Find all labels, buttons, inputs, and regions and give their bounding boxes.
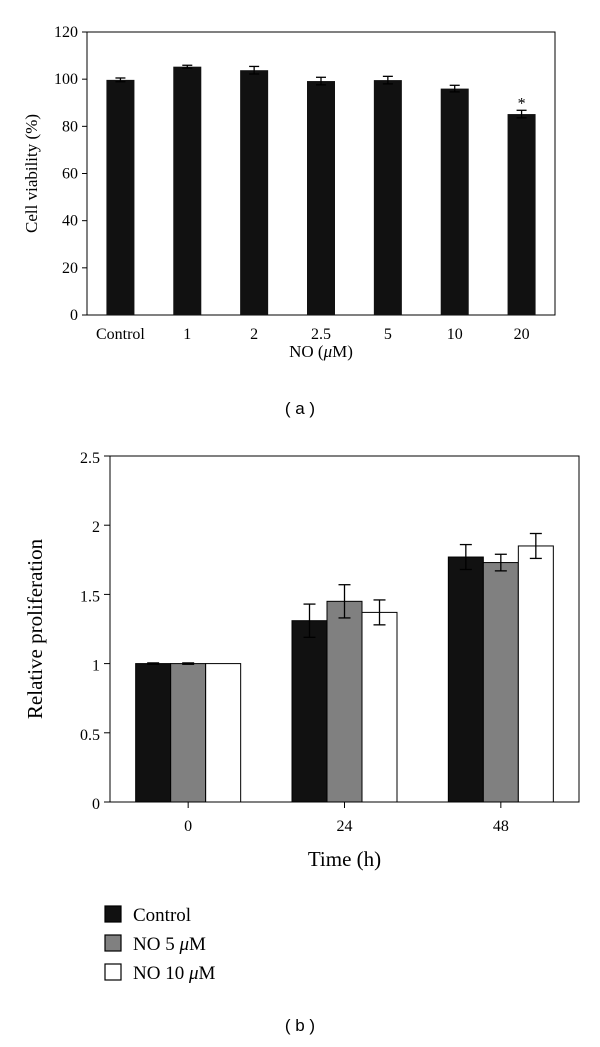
panel-label-a: ( a ) bbox=[285, 399, 315, 418]
legend-label-mu: μ bbox=[188, 963, 199, 984]
bar bbox=[507, 114, 536, 315]
y-axis-title: Cell viability (%) bbox=[22, 114, 41, 233]
y-tick-label: 100 bbox=[54, 71, 78, 88]
error-bar bbox=[494, 553, 507, 572]
bar bbox=[240, 70, 269, 315]
y-axis-title: Relative proliferation bbox=[23, 538, 47, 719]
bar bbox=[326, 600, 363, 803]
legend-label: Control bbox=[133, 905, 191, 926]
legend-item: NO 10 μM bbox=[104, 963, 216, 984]
error-bar bbox=[516, 109, 527, 119]
x-tick-label: 24 bbox=[337, 818, 353, 835]
legend-label: NO 10 μM bbox=[133, 963, 216, 984]
error-bar bbox=[316, 76, 326, 86]
x-tick-label: Control bbox=[96, 326, 145, 343]
y-tick-label: 1 bbox=[92, 658, 100, 675]
bar bbox=[361, 611, 398, 803]
error-bar bbox=[182, 662, 195, 665]
significance-marker: * bbox=[518, 95, 526, 112]
bar bbox=[173, 66, 202, 315]
legend-swatch bbox=[104, 934, 122, 952]
legend-swatch bbox=[104, 963, 122, 981]
x-tick-label: 20 bbox=[514, 326, 530, 343]
x-axis-title-mu: μ bbox=[323, 342, 333, 361]
y-tick-label: 0 bbox=[70, 307, 78, 324]
x-tick-label: 5 bbox=[384, 326, 392, 343]
error-bar bbox=[249, 65, 260, 75]
legend-label-prefix: Control bbox=[133, 905, 191, 926]
bar bbox=[135, 663, 172, 803]
panel-label-b: ( b ) bbox=[285, 1016, 315, 1035]
error-bar bbox=[449, 84, 460, 93]
error-bar bbox=[303, 603, 316, 638]
error-bar bbox=[115, 77, 126, 83]
error-bar bbox=[529, 532, 542, 560]
legend-label-suffix: M bbox=[189, 934, 206, 955]
y-tick-label: 20 bbox=[62, 260, 78, 277]
legend-label: NO 5 μM bbox=[133, 934, 206, 955]
legend-item: NO 5 μM bbox=[104, 934, 206, 955]
bar bbox=[205, 663, 242, 803]
y-tick-label: 120 bbox=[54, 24, 78, 41]
bar bbox=[373, 80, 402, 315]
y-tick-label: 1.5 bbox=[80, 588, 100, 605]
error-bar bbox=[147, 662, 160, 665]
x-tick-label: 48 bbox=[493, 818, 509, 835]
chart-relative-proliferation: 0 0.5 1 1.5 2 2.5 0 24 48 Relative proliferation T… bbox=[23, 450, 580, 871]
error-bar bbox=[373, 599, 386, 626]
x-axis-title-suffix: M) bbox=[332, 342, 353, 361]
legend-swatch bbox=[104, 905, 122, 923]
bar bbox=[440, 88, 469, 315]
bar bbox=[447, 556, 484, 803]
y-tick-label: 60 bbox=[62, 166, 78, 183]
error-bar bbox=[459, 543, 472, 571]
x-tick-label: 2 bbox=[250, 326, 258, 343]
chart-cell-viability: 0 20 40 60 80 100 120 Control 1 2 2.5 5 10 20 * Cell vi… bbox=[22, 24, 556, 361]
x-axis-title: Time (h) bbox=[308, 847, 381, 871]
x-axis-title: NO (μM) bbox=[289, 342, 353, 361]
x-tick-label: 10 bbox=[447, 326, 463, 343]
y-tick-label: 40 bbox=[62, 213, 78, 230]
y-tick-label: 80 bbox=[62, 118, 78, 135]
legend-label-suffix: M bbox=[199, 963, 216, 984]
bar bbox=[291, 620, 328, 803]
error-bar bbox=[382, 75, 393, 85]
bar bbox=[307, 81, 335, 315]
legend-label-mu: μ bbox=[178, 934, 189, 955]
bar bbox=[517, 545, 554, 803]
y-tick-label: 0.5 bbox=[80, 727, 100, 744]
bar bbox=[482, 562, 519, 803]
error-bar bbox=[338, 584, 351, 619]
y-tick-label: 2 bbox=[92, 519, 100, 536]
error-bar bbox=[182, 64, 193, 69]
y-tick-label: 2.5 bbox=[80, 450, 100, 467]
legend-label-prefix: NO 5 bbox=[133, 934, 179, 955]
x-axis-title-prefix: NO ( bbox=[289, 342, 324, 361]
x-tick-label: 0 bbox=[184, 818, 192, 835]
bar bbox=[170, 663, 207, 803]
legend-label-prefix: NO 10 bbox=[133, 963, 189, 984]
y-tick-label: 0 bbox=[92, 796, 100, 813]
x-tick-label: 1 bbox=[183, 326, 191, 343]
bar bbox=[106, 79, 135, 315]
legend-item: Control bbox=[104, 905, 191, 926]
x-tick-label: 2.5 bbox=[311, 326, 331, 343]
